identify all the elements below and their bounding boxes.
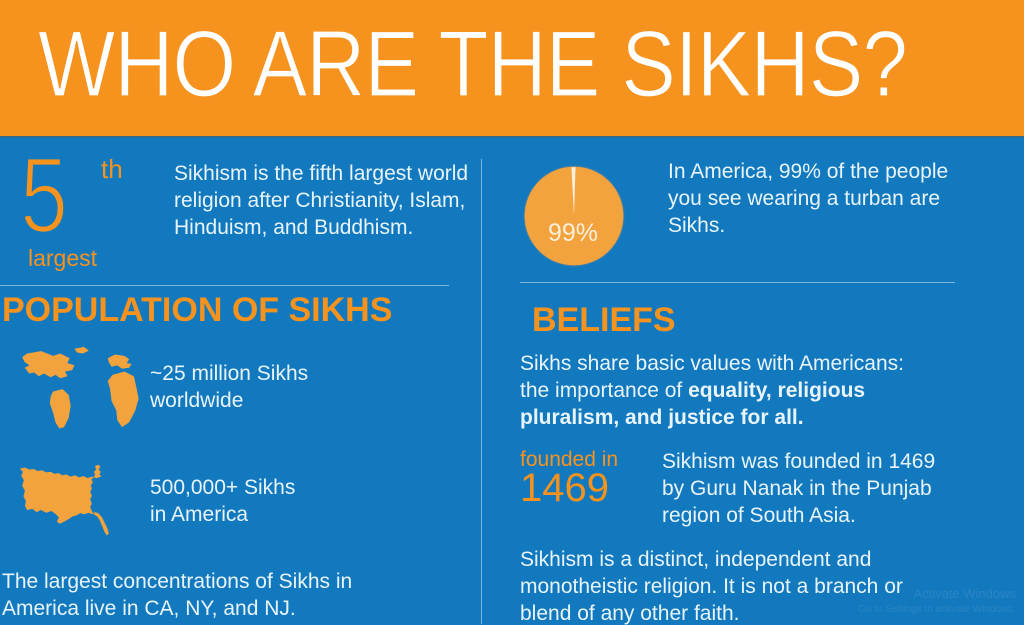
svg-text:99%: 99% <box>548 219 598 247</box>
